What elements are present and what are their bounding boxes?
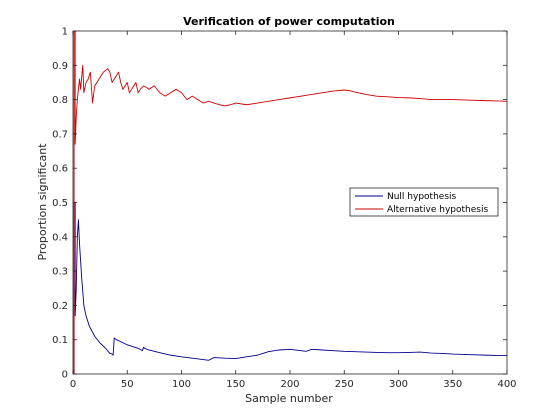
y-tick-label: 0 [62,370,68,381]
x-tick-label: 0 [70,379,76,390]
x-axis-label: Sample number [245,392,333,405]
x-tick-label: 200 [280,379,299,390]
legend-label-alternative: Alternative hypothesis [387,205,488,215]
series-layer [73,30,508,374]
y-tick-label: 1 [62,27,68,38]
legend-box [349,187,499,217]
x-tick-label: 250 [335,379,354,390]
x-tick-label: 100 [172,379,191,390]
x-tick-label: 300 [389,379,408,390]
y-tick-label: 0.5 [52,198,68,209]
series-line-alternative-hypothesis [73,30,508,374]
series-line-null-hypothesis [73,202,507,374]
y-tick-label: 0.7 [52,129,68,140]
legend: Null hypothesis Alternative hypothesis [349,187,499,217]
y-tick-label: 0.3 [52,267,68,278]
y-tick-label: 0.8 [52,95,68,106]
legend-label-null: Null hypothesis [387,192,457,202]
y-axis-label: Proportion significant [36,143,49,261]
y-tick-label: 0.4 [52,232,68,243]
x-tick-label: 150 [226,379,245,390]
y-tick-label: 0.1 [52,335,68,346]
x-tick-label: 350 [443,379,462,390]
y-tick-label: 0.9 [52,61,68,72]
axes-layer: 0 50 100 150 200 250 300 350 400 0 0.1 0.2 0.3 0.4 0.5… [52,27,516,391]
chart-title: Verification of power computation [183,15,395,28]
y-tick-label: 0.2 [52,301,68,312]
x-tick-label: 400 [497,379,516,390]
x-tick-label: 50 [121,379,134,390]
y-tick-label: 0.6 [52,164,68,175]
